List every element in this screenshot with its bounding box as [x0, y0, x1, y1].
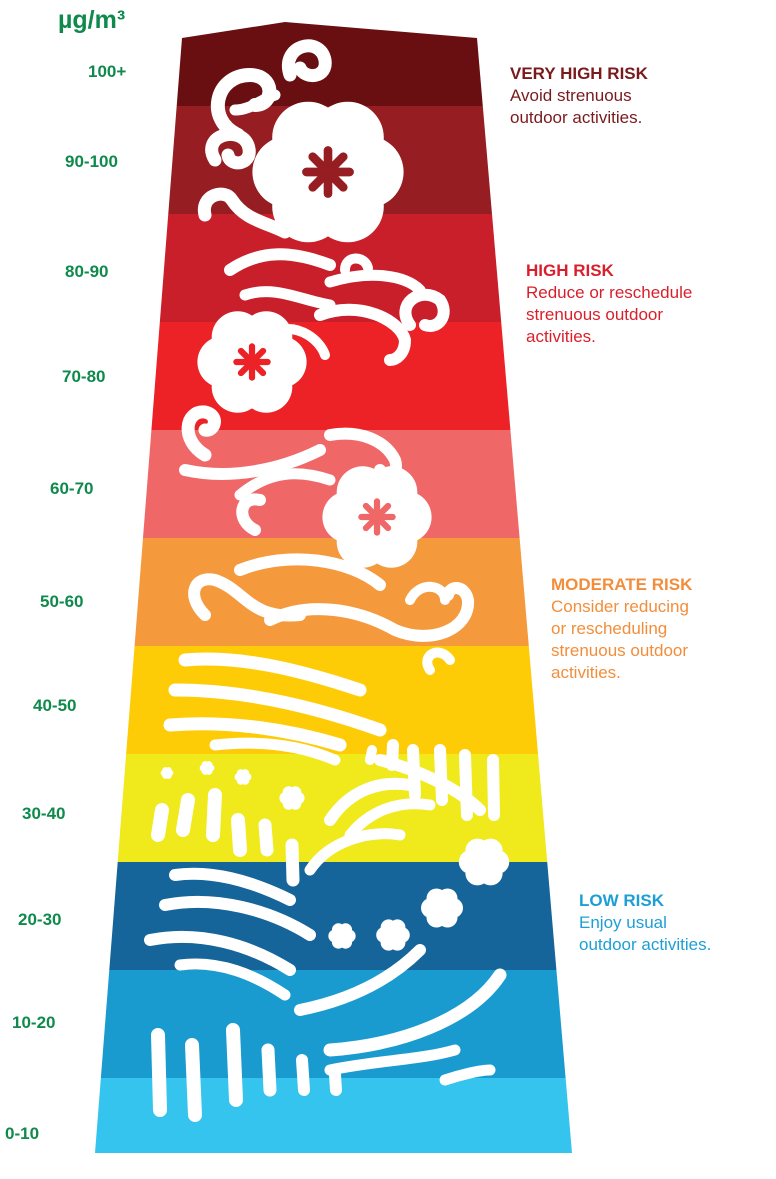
- band-0-10: [95, 1078, 572, 1153]
- drop-icon: [365, 745, 377, 765]
- swirl-icon: [264, 582, 474, 642]
- swirl-icon: [234, 553, 386, 591]
- small-particle-icon: [279, 786, 305, 810]
- wind-line-icon: [344, 798, 436, 841]
- curl-icon: [405, 581, 450, 605]
- pollution-illustration: [144, 39, 507, 1122]
- risk-description: Consider reducing or rescheduling strenu…: [551, 597, 689, 682]
- drop-icon: [261, 1043, 277, 1097]
- drop-icon: [176, 793, 195, 837]
- curl-icon: [181, 405, 221, 462]
- small-particle-icon: [458, 838, 510, 886]
- swirl-icon: [234, 468, 336, 501]
- wind-line-icon: [439, 1064, 496, 1086]
- band-50-60: [134, 538, 529, 646]
- wind-line-icon: [209, 737, 341, 766]
- drop-icon: [258, 818, 274, 857]
- drop-icon: [151, 803, 169, 842]
- risk-description: Enjoy usual outdoor activities.: [579, 913, 712, 954]
- risk-entry: LOW RISK Enjoy usual outdoor activities.: [579, 890, 711, 956]
- drop-icon: [206, 788, 222, 842]
- wind-line-icon: [163, 717, 347, 752]
- swirl-icon: [324, 269, 426, 296]
- particle-icon: [197, 311, 307, 413]
- level-label: 50-60: [40, 592, 84, 611]
- level-label: 0-10: [5, 1124, 40, 1143]
- small-particle-icon: [160, 767, 174, 779]
- particle-icon: [322, 466, 432, 568]
- wind-line-icon: [174, 958, 291, 1001]
- drop-icon: [185, 1038, 202, 1122]
- wind-line-icon: [304, 828, 406, 876]
- large-particle-icon: [252, 101, 404, 243]
- particle-icons: [160, 101, 510, 951]
- wind-line-icon: [178, 652, 367, 697]
- risk-entry: MODERATE RISK Consider reducing or resche…: [551, 574, 692, 684]
- curl-icon: [340, 253, 373, 275]
- wind-line-icon: [323, 968, 507, 1057]
- drop-icon: [151, 1028, 167, 1117]
- curl-icon: [197, 187, 292, 239]
- small-particle-icon: [199, 761, 215, 775]
- small-particle-icon: [376, 919, 410, 951]
- wind-line-icon: [294, 944, 426, 1016]
- swirl-icon: [229, 89, 281, 116]
- wind-line-icon: [169, 867, 296, 906]
- level-label: 70-80: [62, 367, 106, 386]
- swirl-icon: [224, 248, 336, 276]
- level-label: 100+: [88, 62, 127, 81]
- risk-title: VERY HIGH RISK: [510, 64, 648, 83]
- level-label: 20-30: [18, 910, 62, 929]
- wind-line-icon: [324, 1044, 461, 1076]
- level-label: 80-90: [65, 262, 109, 281]
- curl-icon: [422, 647, 455, 675]
- risk-description: Avoid strenuous outdoor activities.: [510, 86, 643, 127]
- drop-icon: [487, 754, 500, 821]
- drop-icon: [407, 744, 421, 801]
- swirl-icon: [314, 303, 412, 366]
- swirl-icon: [188, 573, 306, 622]
- wind-line-icon: [168, 683, 387, 737]
- risk-description: Reduce or reschedule strenuous outdoor a…: [526, 283, 693, 346]
- level-label: 60-70: [50, 479, 94, 498]
- level-label: 40-50: [33, 696, 77, 715]
- small-particle-icon: [234, 769, 252, 785]
- curl-icon: [281, 39, 332, 82]
- drop-icon: [226, 1023, 243, 1107]
- wind-line-icon: [144, 930, 296, 976]
- curl-icon: [399, 288, 450, 332]
- drop-icon: [329, 1069, 342, 1096]
- wind-line-icon: [324, 777, 416, 826]
- drop-icon: [434, 744, 448, 806]
- risk-entry: VERY HIGH RISK Avoid strenuous outdoor ac…: [510, 63, 648, 129]
- swirl-icon: [179, 444, 326, 480]
- risk-entry: HIGH RISK Reduce or reschedule strenuous …: [526, 260, 692, 348]
- drop-icon: [285, 838, 300, 887]
- drop-icon: [386, 739, 399, 771]
- unit-label: µg/m³: [58, 6, 126, 34]
- drop-icon: [296, 1054, 310, 1096]
- risk-title: LOW RISK: [579, 891, 664, 910]
- level-label: 10-20: [12, 1013, 56, 1032]
- curl-icon: [205, 127, 256, 170]
- risk-title: HIGH RISK: [526, 261, 614, 280]
- small-particle-icon: [421, 888, 463, 928]
- small-particle-icon: [328, 923, 356, 949]
- level-label: 90-100: [65, 152, 118, 171]
- wind-line-icon: [159, 895, 316, 941]
- curl-icon: [236, 493, 266, 536]
- level-label: 30-40: [22, 804, 66, 823]
- drop-icon: [459, 749, 473, 821]
- drop-icon: [231, 813, 247, 857]
- risk-title: MODERATE RISK: [551, 575, 693, 594]
- swirl-icon: [239, 286, 336, 311]
